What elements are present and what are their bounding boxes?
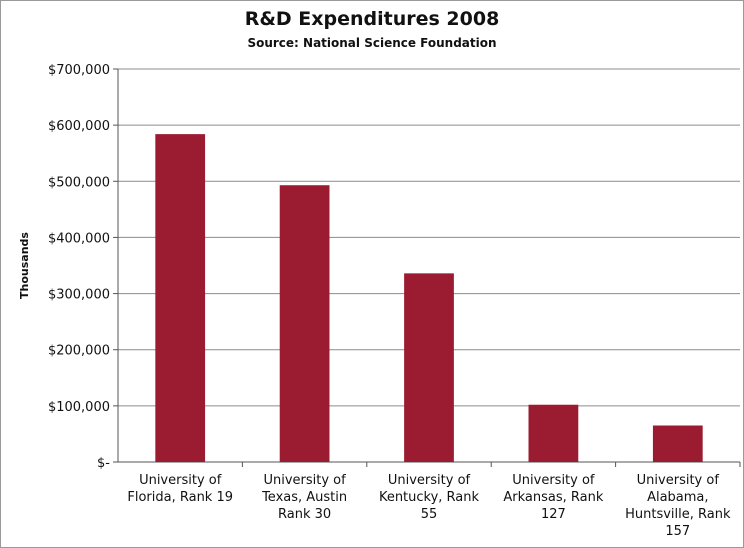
x-tick-label: University of Alabama, Huntsville, Rank 157 [625, 473, 731, 539]
bar [155, 134, 206, 462]
y-tick-label: $100,000 [48, 400, 110, 415]
y-tick-label: $500,000 [48, 175, 110, 190]
y-tick-label: $700,000 [48, 63, 110, 78]
y-tick-label: $200,000 [48, 344, 110, 359]
bar [652, 425, 703, 462]
y-tick-label: $300,000 [48, 288, 110, 303]
bar [528, 404, 579, 462]
y-tick-label: $600,000 [48, 119, 110, 134]
x-tick-label: University of Texas, Austin Rank 30 [261, 473, 347, 522]
bar [404, 273, 454, 462]
chart-title: R&D Expenditures 2008 [244, 8, 500, 30]
y-tick-label: $- [97, 456, 110, 471]
chart-subtitle: Source: National Science Foundation [247, 36, 497, 50]
y-axis-label: Thousands [18, 232, 31, 299]
x-tick-label: University of Kentucky, Rank 55 [379, 473, 480, 522]
x-tick-label: University of Florida, Rank 19 [127, 473, 233, 505]
x-tick-label: University of Arkansas, Rank 127 [503, 473, 603, 522]
bar [279, 185, 330, 463]
y-tick-label: $400,000 [48, 231, 110, 246]
